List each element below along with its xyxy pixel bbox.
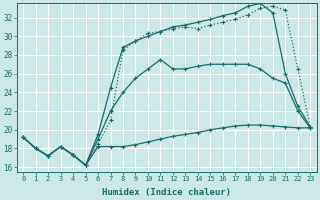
X-axis label: Humidex (Indice chaleur): Humidex (Indice chaleur) xyxy=(102,188,231,197)
